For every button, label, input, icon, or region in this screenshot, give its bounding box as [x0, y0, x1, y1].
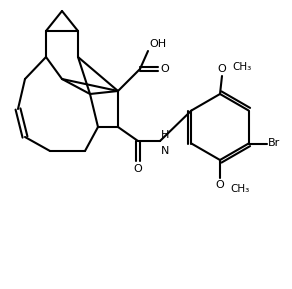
Text: O: O	[218, 64, 226, 74]
Text: O: O	[160, 64, 169, 74]
Text: O: O	[134, 164, 142, 174]
Text: N: N	[161, 146, 169, 156]
Text: O: O	[215, 180, 224, 190]
Text: CH₃: CH₃	[230, 184, 249, 194]
Text: H: H	[161, 130, 169, 140]
Text: CH₃: CH₃	[232, 62, 251, 72]
Text: OH: OH	[149, 39, 166, 49]
Text: Br: Br	[267, 138, 280, 149]
